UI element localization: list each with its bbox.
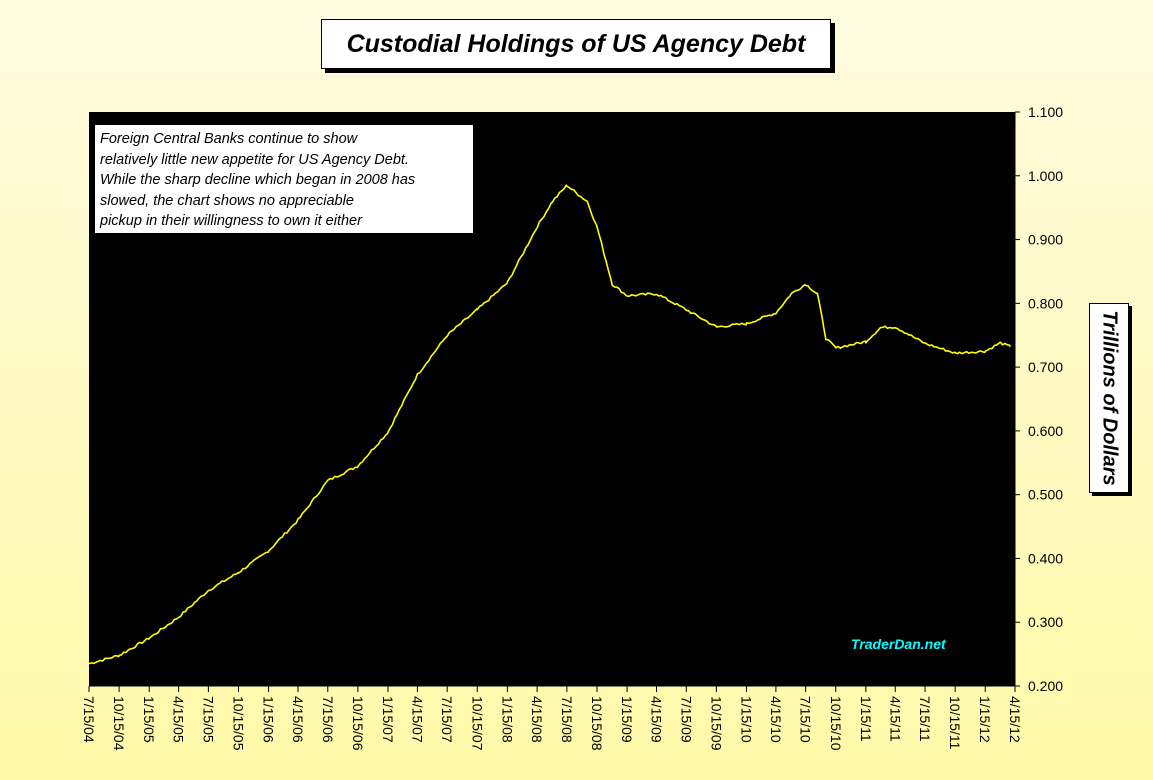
y-tick-label: 0.400: [1028, 550, 1063, 566]
x-tick-label: 10/15/08: [589, 696, 605, 751]
x-tick-label: 4/15/09: [649, 696, 665, 743]
x-tick-label: 7/15/08: [559, 696, 575, 743]
x-tick-label: 7/15/05: [200, 696, 216, 743]
x-tick-label: 10/15/05: [230, 696, 246, 751]
x-tick-label: 10/15/09: [708, 696, 724, 751]
x-tick-label: 1/15/11: [858, 696, 874, 742]
x-tick-label: 1/15/05: [141, 696, 157, 743]
y-tick-label: 1.000: [1028, 168, 1063, 184]
x-tick-label: 4/15/06: [290, 696, 306, 743]
x-tick-label: 4/15/07: [409, 696, 425, 743]
y-tick-label: 0.200: [1028, 678, 1063, 694]
x-tick-label: 4/15/12: [1007, 696, 1023, 743]
x-tick-label: 1/15/08: [499, 696, 515, 743]
x-tick-label: 7/15/07: [439, 696, 455, 743]
x-tick-label: 1/15/09: [619, 696, 635, 743]
annotation-line: slowed, the chart shows no appreciable: [100, 192, 354, 209]
y-tick-label: 0.900: [1028, 232, 1063, 248]
annotation-line: pickup in their willingness to own it ei…: [100, 213, 362, 229]
chart-title-box: Custodial Holdings of US Agency Debt: [321, 19, 831, 69]
x-tick-label: 10/15/06: [350, 696, 366, 751]
y-tick-label: 0.500: [1028, 487, 1063, 503]
y-axis-label: Trillions of Dollars: [1098, 310, 1121, 486]
x-tick-label: 1/15/06: [261, 696, 277, 743]
annotation-box: Foreign Central Banks continue to show r…: [94, 124, 474, 234]
y-tick-label: 0.600: [1028, 423, 1063, 439]
x-tick-label: 7/15/09: [678, 696, 694, 743]
chart-title: Custodial Holdings of US Agency Debt: [346, 29, 806, 58]
y-tick-label: 0.700: [1028, 359, 1063, 375]
x-tick-label: 7/15/10: [798, 696, 814, 743]
y-axis: 0.200 0.300 0.400 0.500 0.600 0.700 0.800 0.900…: [1014, 104, 1063, 694]
x-axis: 7/15/04 10/15/04 1/15/05 4/15/05 7/15/05 10/1…: [81, 685, 1023, 751]
annotation-line: Foreign Central Banks continue to show: [100, 131, 358, 147]
x-tick-label: 4/15/08: [529, 696, 545, 743]
x-tick-label: 7/15/11: [917, 696, 933, 742]
annotation-line: While the sharp decline which began in 2…: [100, 172, 416, 188]
series-group: [88, 184, 1012, 665]
y-tick-label: 0.300: [1028, 614, 1063, 630]
x-tick-label: 4/15/10: [768, 696, 784, 743]
y-axis-label-box: Trillions of Dollars: [1089, 303, 1129, 493]
y-tick-label: 0.800: [1028, 295, 1063, 311]
x-tick-label: 10/15/04: [111, 696, 127, 751]
x-tick-label: 10/15/11: [947, 696, 963, 750]
x-tick-label: 4/15/11: [887, 696, 903, 742]
x-tick-label: 7/15/06: [320, 696, 336, 743]
x-tick-label: 4/15/05: [171, 696, 187, 743]
x-tick-label: 7/15/04: [81, 696, 97, 743]
y-tick-label: 1.100: [1028, 104, 1063, 120]
annotation-line: relatively little new appetite for US Ag…: [100, 151, 409, 168]
x-tick-label: 1/15/12: [977, 696, 993, 743]
x-tick-label: 10/15/07: [469, 696, 485, 751]
x-tick-label: 1/15/10: [738, 696, 754, 743]
series-line: [88, 184, 1012, 665]
x-tick-label: 1/15/07: [380, 696, 396, 743]
watermark-text: TraderDan.net: [851, 636, 946, 652]
x-tick-label: 10/15/10: [828, 696, 844, 751]
